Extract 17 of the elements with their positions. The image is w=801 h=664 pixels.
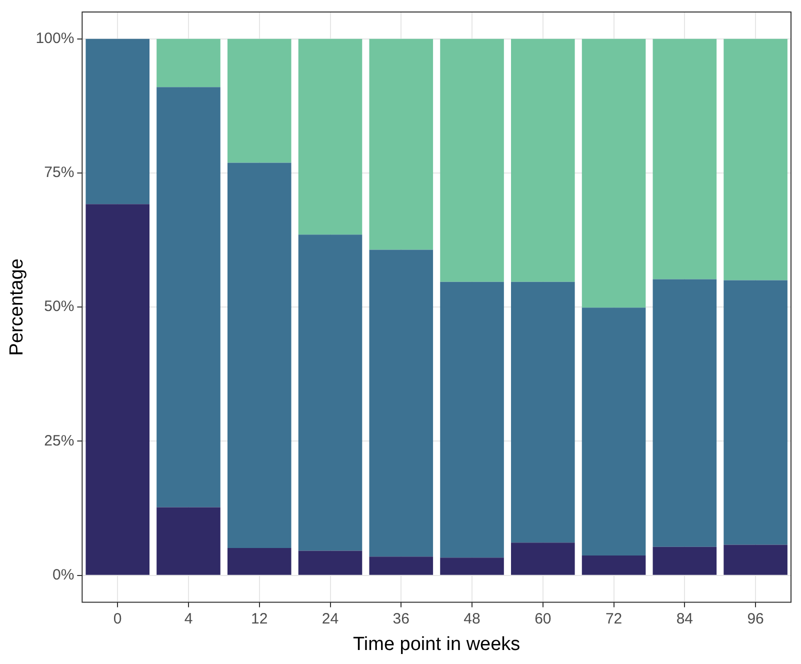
x-tick-label: 12 bbox=[251, 610, 268, 628]
x-tick-label: 36 bbox=[392, 610, 410, 628]
x-tick-label: 84 bbox=[676, 610, 694, 628]
x-tick-label: 24 bbox=[322, 610, 339, 628]
y-tick-label: 25% bbox=[44, 432, 74, 450]
x-axis-title: Time point in weeks bbox=[352, 634, 520, 655]
x-tick-label: 0 bbox=[113, 610, 122, 628]
x-tick-label: 72 bbox=[605, 610, 622, 628]
x-tick-label: 60 bbox=[534, 610, 552, 628]
y-tick-label: 0% bbox=[52, 566, 74, 584]
y-axis-title: Percentage bbox=[6, 258, 28, 356]
x-tick-label: 96 bbox=[747, 610, 764, 628]
y-tick-label: 50% bbox=[44, 298, 74, 316]
y-tick-label: 100% bbox=[36, 30, 74, 47]
y-tick-label: 75% bbox=[44, 164, 74, 182]
x-tick-label: 4 bbox=[184, 610, 193, 628]
x-tick-label: 48 bbox=[464, 610, 480, 628]
